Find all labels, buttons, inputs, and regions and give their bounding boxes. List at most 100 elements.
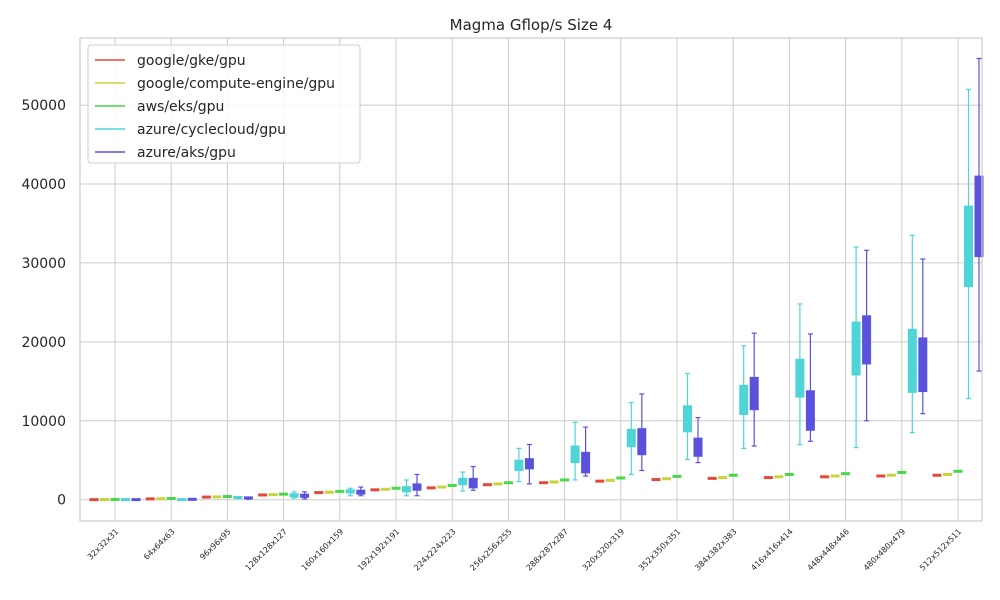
box-mark bbox=[356, 486, 366, 497]
box-mark bbox=[605, 478, 615, 482]
box-mark bbox=[458, 471, 468, 492]
box-mark bbox=[707, 476, 717, 480]
box-mark bbox=[728, 473, 738, 477]
box-mark bbox=[539, 481, 549, 485]
y-axis-ticks: 0 10000 20000 30000 40000 50000 bbox=[21, 98, 66, 509]
box-mark bbox=[651, 478, 661, 482]
box-mark bbox=[447, 483, 457, 487]
x-tick-label: 352x350x351 bbox=[637, 527, 682, 572]
x-tick-label: 96x96x95 bbox=[198, 527, 233, 562]
box-mark bbox=[493, 482, 503, 486]
box-body bbox=[468, 477, 478, 489]
box-mark bbox=[412, 473, 422, 497]
box-mark bbox=[918, 258, 928, 415]
legend: google/gke/gpu google/compute-engine/gpu a… bbox=[87, 44, 361, 164]
box-mark bbox=[616, 476, 626, 480]
x-tick-label: 224x224x223 bbox=[412, 527, 457, 572]
box-mark bbox=[943, 472, 952, 476]
box-mark bbox=[683, 372, 692, 461]
box-mark bbox=[862, 249, 872, 422]
box-mark bbox=[626, 402, 636, 476]
x-tick-label: 416x416x414 bbox=[749, 527, 794, 572]
box-mark bbox=[524, 443, 534, 485]
box-mark bbox=[876, 474, 886, 478]
box-body bbox=[412, 483, 422, 491]
box-body bbox=[581, 451, 591, 474]
box-mark bbox=[426, 486, 436, 490]
box-body bbox=[637, 428, 647, 456]
x-tick-label: 32x32x31 bbox=[86, 527, 121, 562]
legend-label: aws/eks/gpu bbox=[137, 99, 224, 115]
legend-item: google/compute-engine/gpu bbox=[95, 76, 335, 92]
box-body bbox=[918, 337, 928, 393]
box-body bbox=[458, 477, 468, 486]
box-mark bbox=[345, 487, 355, 497]
box-mark bbox=[763, 476, 773, 480]
legend-frame bbox=[87, 44, 361, 164]
box-mark bbox=[974, 57, 984, 372]
chart-title: Magma Gflop/s Size 4 bbox=[450, 16, 613, 34]
box-mark bbox=[549, 480, 559, 484]
y-tick-label: 40000 bbox=[21, 177, 66, 193]
box-mark bbox=[841, 472, 851, 476]
box-mark bbox=[886, 473, 896, 477]
legend-label: azure/aks/gpu bbox=[137, 145, 236, 161]
x-tick-label: 448x448x446 bbox=[806, 527, 851, 572]
box-mark bbox=[739, 345, 749, 449]
box-mark bbox=[402, 479, 411, 497]
x-tick-label: 256x256x255 bbox=[468, 527, 513, 572]
box-mark bbox=[595, 479, 605, 483]
box-mark bbox=[258, 493, 268, 497]
x-tick-label: 288x287x287 bbox=[525, 527, 570, 572]
box-mark bbox=[212, 495, 222, 499]
x-tick-label: 192x192x191 bbox=[356, 527, 401, 572]
box-body bbox=[805, 390, 815, 431]
x-tick-label: 160x160x159 bbox=[300, 527, 345, 572]
box-mark bbox=[560, 478, 570, 482]
box-body bbox=[570, 445, 580, 464]
legend-item: azure/aks/gpu bbox=[95, 145, 236, 161]
box-mark bbox=[233, 495, 243, 500]
box-mark bbox=[482, 483, 492, 487]
box-mark bbox=[268, 493, 278, 497]
box-mark bbox=[953, 469, 963, 473]
box-mark bbox=[581, 426, 591, 477]
box-mark bbox=[693, 417, 703, 464]
y-tick-label: 10000 bbox=[21, 414, 66, 430]
x-axis-ticks: 32x32x31 64x64x63 96x96x95 128x128x127 160x1… bbox=[86, 527, 964, 572]
box-mark bbox=[89, 498, 99, 502]
box-mark bbox=[851, 246, 861, 449]
y-tick-label: 50000 bbox=[21, 98, 66, 114]
box-body bbox=[964, 205, 973, 288]
box-mark bbox=[795, 303, 805, 446]
box-body bbox=[739, 384, 749, 415]
box-mark bbox=[805, 333, 815, 442]
legend-item: azure/cyclecloud/gpu bbox=[95, 122, 286, 138]
box-mark bbox=[300, 491, 310, 500]
y-tick-label: 0 bbox=[57, 493, 66, 509]
box-mark bbox=[324, 490, 334, 494]
box-mark bbox=[145, 497, 155, 501]
box-body bbox=[851, 321, 861, 376]
box-body bbox=[974, 175, 984, 258]
box-body bbox=[693, 437, 703, 457]
legend-label: google/gke/gpu bbox=[137, 53, 246, 69]
x-tick-label: 320x320x319 bbox=[581, 527, 626, 572]
box-mark bbox=[222, 495, 232, 499]
box-mark bbox=[570, 421, 580, 481]
box-body bbox=[683, 405, 692, 433]
box-mark bbox=[932, 473, 942, 477]
y-tick-label: 30000 bbox=[21, 256, 66, 272]
x-tick-label: 512x512x511 bbox=[918, 527, 963, 572]
legend-label: google/compute-engine/gpu bbox=[137, 76, 335, 92]
x-tick-label: 480x480x479 bbox=[862, 527, 907, 572]
x-tick-label: 128x128x127 bbox=[244, 527, 289, 572]
box-mark bbox=[110, 497, 120, 501]
box-mark bbox=[201, 495, 211, 499]
box-mark bbox=[187, 497, 197, 501]
box-mark bbox=[468, 465, 478, 491]
series-azure/cyclecloud/gpu bbox=[121, 88, 973, 502]
box-mark bbox=[964, 88, 973, 400]
box-mark bbox=[100, 498, 109, 502]
